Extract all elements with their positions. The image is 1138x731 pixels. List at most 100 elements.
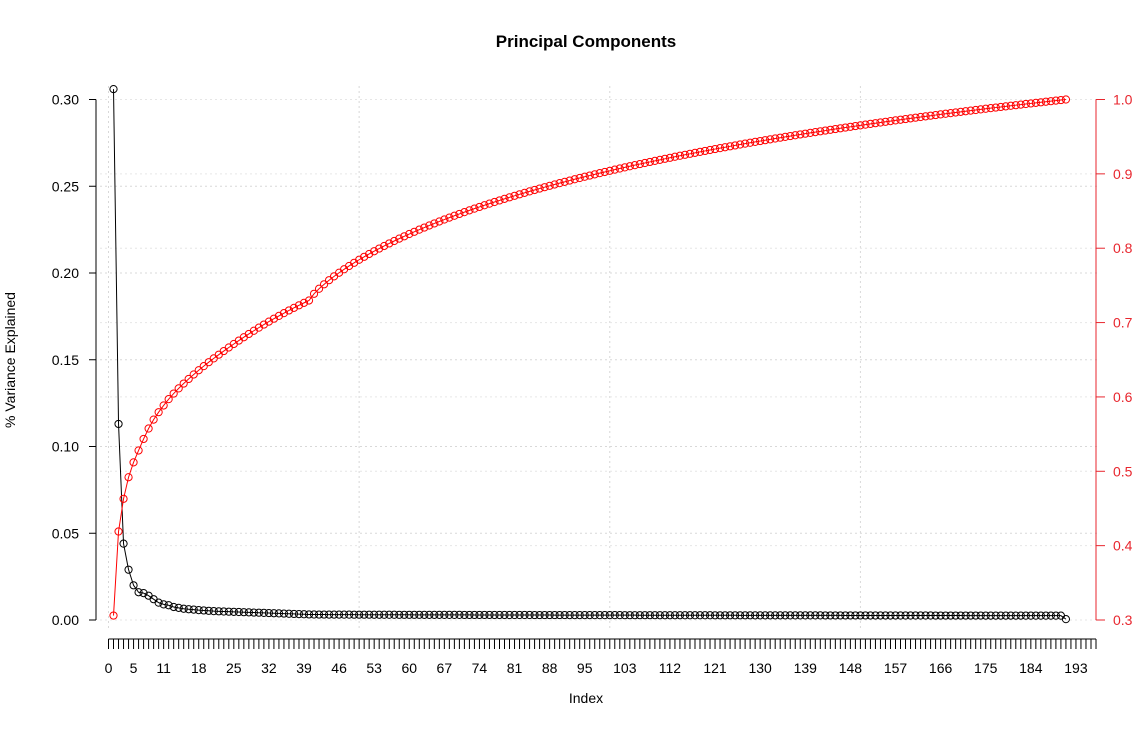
data-point — [535, 184, 544, 193]
data-point — [640, 158, 649, 168]
data-point — [174, 603, 183, 612]
data-point — [490, 610, 499, 620]
data-point — [1056, 95, 1066, 105]
data-point — [756, 136, 765, 146]
data-point — [891, 611, 900, 620]
data-point — [605, 611, 614, 620]
data-point — [319, 610, 329, 619]
x-tick-label: 121 — [703, 660, 727, 676]
x-axis: 0 5 11 18 25 32 39 46 53 60 67 74 81 88 95 103 112 121 130… — [105, 638, 1097, 676]
data-point — [680, 611, 690, 620]
y-axis-right: 0.3 0.4 0.5 0.6 0.7 0.8 0.9 1.0 — [1095, 92, 1133, 628]
data-point — [445, 610, 454, 619]
data-point — [425, 610, 434, 619]
data-point — [610, 165, 619, 174]
data-point — [400, 610, 409, 619]
data-point — [405, 229, 414, 239]
y-tick-label: 0.30 — [52, 92, 79, 108]
data-point — [1006, 101, 1015, 110]
data-point — [199, 606, 208, 615]
data-point — [585, 611, 594, 620]
data-point — [766, 611, 775, 620]
data-point — [941, 611, 950, 620]
data-point — [365, 610, 374, 619]
data-point — [931, 110, 940, 120]
data-point — [685, 611, 695, 620]
data-point — [345, 610, 354, 619]
data-point — [410, 227, 419, 236]
x-tick-label: 175 — [974, 660, 998, 676]
data-point — [751, 137, 760, 147]
data-point — [615, 164, 624, 173]
data-point — [219, 607, 228, 616]
data-point — [480, 610, 489, 620]
data-point — [590, 611, 599, 620]
data-point — [831, 611, 840, 620]
data-point — [720, 611, 730, 620]
y-tick-label: 0.05 — [52, 525, 79, 541]
data-point — [610, 611, 619, 620]
y2-tick-label: 0.9 — [1113, 166, 1133, 182]
x-tick-label: 166 — [929, 660, 953, 676]
data-point — [314, 610, 324, 619]
data-point — [490, 197, 499, 207]
data-point — [715, 144, 725, 153]
data-point — [174, 384, 183, 393]
data-point — [951, 108, 960, 117]
data-point — [941, 109, 950, 118]
data-point — [415, 610, 424, 619]
data-point — [355, 610, 364, 619]
y2-tick-label: 0.5 — [1113, 463, 1133, 479]
data-point — [1021, 611, 1030, 620]
data-point — [976, 105, 985, 114]
data-point — [530, 185, 539, 195]
data-point — [806, 128, 815, 137]
data-point — [329, 610, 339, 619]
data-point — [470, 610, 479, 620]
data-point — [279, 609, 289, 618]
data-point — [455, 209, 464, 219]
data-point — [194, 606, 203, 615]
y2-tick-label: 0.7 — [1113, 315, 1133, 331]
data-point — [480, 201, 489, 210]
data-point — [455, 610, 464, 620]
data-point — [194, 366, 203, 375]
data-point — [500, 194, 509, 203]
data-point — [380, 610, 389, 619]
data-point — [294, 301, 304, 310]
data-point — [851, 121, 860, 131]
data-point — [746, 611, 755, 620]
data-point — [450, 610, 459, 620]
data-point — [289, 303, 299, 312]
data-point — [926, 111, 935, 120]
data-point — [324, 610, 334, 619]
data-point — [645, 157, 654, 167]
data-point — [299, 610, 309, 619]
data-point — [791, 131, 800, 140]
data-point — [540, 183, 549, 192]
data-point — [129, 581, 138, 590]
data-point — [801, 611, 810, 620]
data-point — [736, 140, 745, 149]
data-point — [660, 611, 670, 620]
data-point — [856, 121, 865, 130]
data-point — [390, 610, 399, 619]
data-point — [530, 610, 539, 620]
data-point — [179, 604, 188, 613]
x-tick-label: 130 — [748, 660, 772, 676]
series-cumulative — [109, 95, 1071, 620]
data-point — [440, 610, 449, 619]
data-point — [189, 370, 198, 379]
data-point — [916, 611, 925, 620]
data-point — [395, 234, 404, 243]
data-point — [159, 401, 168, 410]
data-point — [535, 610, 544, 620]
data-point — [605, 166, 614, 175]
x-axis-label: Index — [569, 690, 603, 706]
data-point — [690, 148, 700, 157]
data-point — [284, 609, 294, 618]
data-point — [545, 610, 554, 620]
data-point — [600, 167, 609, 177]
data-point — [119, 539, 128, 548]
